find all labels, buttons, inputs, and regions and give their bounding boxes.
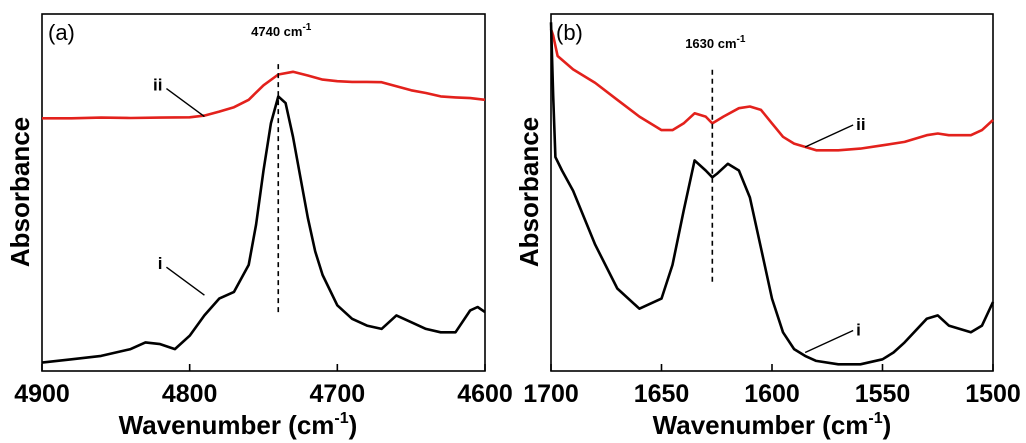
panel-b-label: (b) bbox=[556, 20, 583, 45]
panel-b-x-tick-label: 1550 bbox=[855, 380, 911, 408]
panel-a-x-tick-label: 4800 bbox=[162, 380, 218, 408]
panel-a-frame bbox=[41, 13, 486, 372]
panel-a-series-i-leader bbox=[166, 266, 205, 296]
panel-b-series-ii-line bbox=[549, 28, 994, 152]
panel-a-x-axis-title: Wavenumber (cm-1) bbox=[119, 410, 358, 440]
panel-a-x-tick-label: 4700 bbox=[310, 380, 366, 408]
panel-a-peak-annotation: 4740 cm-1 bbox=[251, 22, 312, 39]
panel-b-x-tick-label: 1500 bbox=[965, 380, 1021, 408]
panel-a-series-ii-label: ii bbox=[153, 76, 162, 95]
panel-b-y-axis-title: Absorbance bbox=[514, 117, 544, 267]
panel-a-series-i-line bbox=[41, 95, 486, 364]
panel-a-label: (a) bbox=[48, 20, 75, 45]
panel-b-series-ii-label: ii bbox=[856, 115, 865, 134]
panel-b-series-i-line bbox=[549, 22, 995, 366]
panel-b-x-axis-title: Wavenumber (cm-1) bbox=[653, 410, 892, 440]
panel-a: (a) Absorbance Wavenumber (cm-1) 4900 480… bbox=[5, 13, 513, 440]
panel-a-series-ii-line bbox=[42, 70, 486, 120]
panel-b-x-tick-label: 1700 bbox=[523, 380, 579, 408]
panel-b: (b) Absorbance Wavenumber (cm-1) 1700 165… bbox=[514, 13, 1021, 440]
panel-a-x-tick-label: 4900 bbox=[14, 380, 70, 408]
panel-b-x-tick-label: 1650 bbox=[634, 380, 690, 408]
panel-a-x-tick-label: 4600 bbox=[457, 380, 513, 408]
panel-b-series-ii-leader bbox=[804, 124, 854, 148]
panel-a-series-i-label: i bbox=[158, 254, 163, 273]
panel-a-y-axis-title: Absorbance bbox=[5, 117, 35, 267]
panel-b-x-tick-label: 1600 bbox=[744, 380, 800, 408]
panel-b-peak-annotation: 1630 cm-1 bbox=[685, 34, 746, 51]
panel-b-series-i-leader bbox=[804, 329, 854, 354]
panel-a-series-ii-leader bbox=[166, 88, 205, 118]
panel-b-series-i-label: i bbox=[856, 321, 861, 340]
